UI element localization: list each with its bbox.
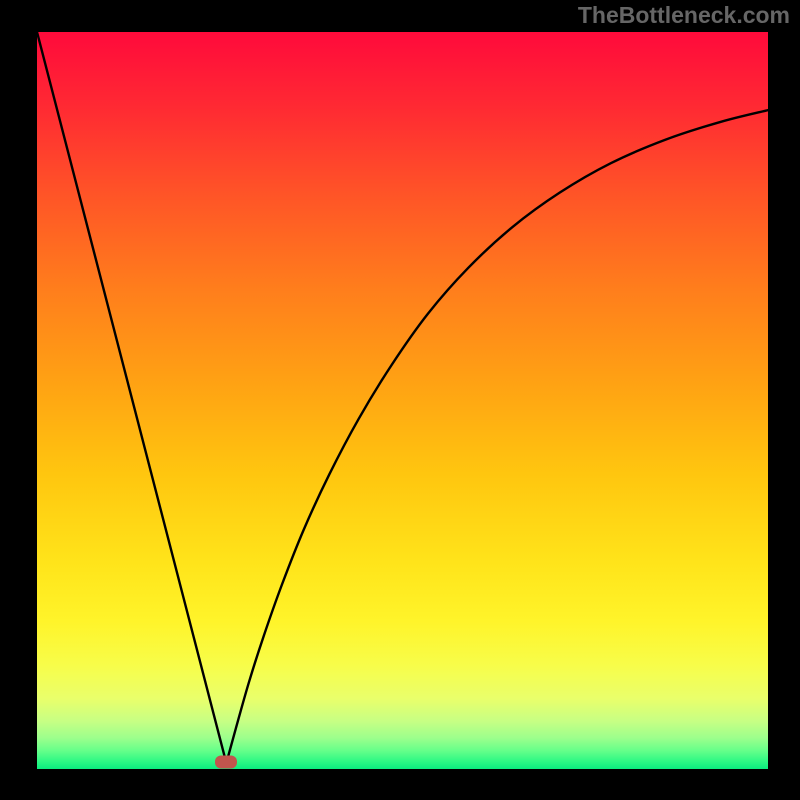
plot-area bbox=[37, 32, 768, 769]
watermark-text: TheBottleneck.com bbox=[578, 2, 790, 29]
bottleneck-curve bbox=[37, 32, 768, 769]
bottleneck-marker bbox=[215, 755, 237, 768]
chart-frame: TheBottleneck.com bbox=[0, 0, 800, 800]
